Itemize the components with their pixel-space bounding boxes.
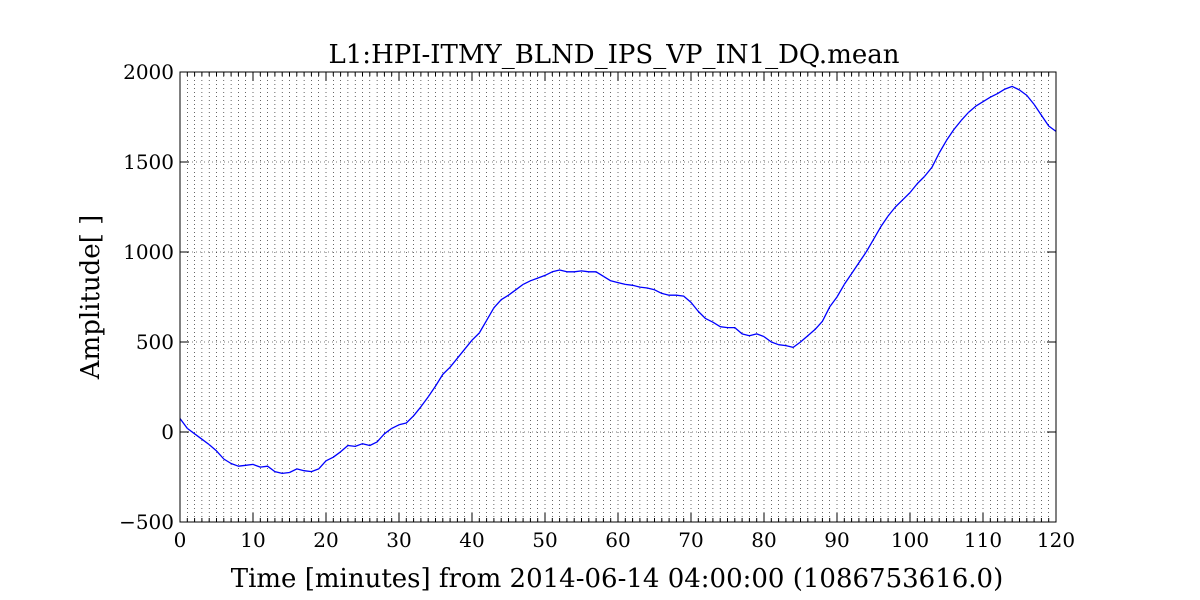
x-tick-label: 40	[459, 528, 484, 552]
grid-lines	[180, 72, 1056, 522]
y-axis-label: Amplitude[ ]	[76, 215, 106, 380]
y-tick-label: 0	[161, 420, 174, 444]
x-tick-label: 30	[386, 528, 411, 552]
x-tick-label: 100	[891, 528, 929, 552]
x-tick-label: 70	[678, 528, 703, 552]
series-line	[179, 85, 1057, 475]
x-tick-label: 50	[532, 528, 557, 552]
x-tick-label: 120	[1037, 528, 1075, 552]
x-tick-label: 80	[751, 528, 776, 552]
x-tick-label: 110	[964, 528, 1002, 552]
y-tick-label: 2000	[123, 60, 174, 84]
x-tick-label: 10	[240, 528, 265, 552]
y-tick-label: 1000	[123, 240, 174, 264]
x-axis-label: Time [minutes] from 2014-06-14 04:00:00 …	[231, 564, 1004, 594]
axis-ticks	[179, 71, 1057, 523]
x-tick-label: 90	[824, 528, 849, 552]
plot-frame	[179, 71, 1057, 523]
x-tick-label: 0	[174, 528, 187, 552]
x-tick-label: 60	[605, 528, 630, 552]
tick-labels: 0 10 20 30 40 50 60 70 80 90 100 110 120−50005001000…	[119, 60, 1075, 552]
y-tick-label: −500	[119, 510, 174, 534]
chart-title: L1:HPI-ITMY_BLND_IPS_VP_IN1_DQ.mean	[329, 40, 900, 70]
y-tick-label: 1500	[123, 150, 174, 174]
x-tick-label: 20	[313, 528, 338, 552]
y-tick-label: 500	[136, 330, 174, 354]
